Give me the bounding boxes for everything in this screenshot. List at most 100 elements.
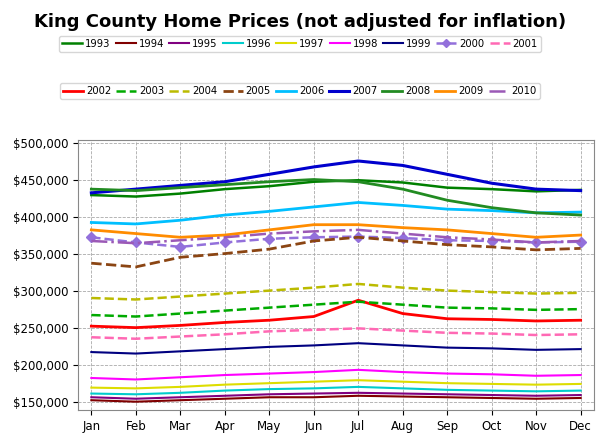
1998 (399, 369, 406, 375)
1996 (310, 386, 317, 391)
2001 (221, 332, 229, 337)
2003 (355, 299, 362, 304)
2006 (399, 203, 406, 208)
2009 (177, 235, 184, 240)
1998 (266, 371, 273, 376)
Line: 1999: 1999 (91, 343, 581, 354)
2008 (88, 187, 95, 192)
1999 (132, 351, 139, 356)
2003 (221, 308, 229, 313)
2003 (88, 313, 95, 318)
2005 (132, 264, 139, 269)
2004 (132, 297, 139, 302)
1995 (310, 391, 317, 396)
2000 (399, 235, 406, 241)
2003 (533, 307, 540, 313)
2010 (577, 238, 584, 244)
2008 (132, 188, 139, 193)
1999 (177, 349, 184, 354)
2006 (533, 210, 540, 215)
1993 (533, 189, 540, 194)
1993 (177, 191, 184, 196)
2003 (132, 314, 139, 319)
1997 (266, 381, 273, 386)
2004 (577, 290, 584, 296)
2008 (355, 179, 362, 184)
1998 (88, 375, 95, 381)
2003 (443, 305, 451, 310)
1996 (266, 386, 273, 392)
1994 (132, 399, 139, 404)
2004 (310, 285, 317, 290)
2010 (399, 231, 406, 236)
Line: 1994: 1994 (91, 396, 581, 402)
1996 (443, 387, 451, 392)
Line: 2007: 2007 (91, 161, 581, 193)
2004 (443, 288, 451, 293)
Line: 1996: 1996 (91, 387, 581, 394)
Line: 1997: 1997 (91, 380, 581, 388)
2002 (88, 324, 95, 329)
2003 (488, 306, 495, 311)
1998 (132, 377, 139, 382)
1994 (310, 395, 317, 400)
1996 (221, 388, 229, 393)
2000 (443, 238, 451, 243)
2003 (310, 302, 317, 307)
1996 (88, 391, 95, 396)
1997 (488, 382, 495, 387)
2005 (266, 246, 273, 252)
2007 (266, 172, 273, 177)
2001 (399, 328, 406, 333)
2001 (266, 329, 273, 334)
1995 (488, 392, 495, 398)
2004 (177, 294, 184, 299)
Line: 2003: 2003 (91, 302, 581, 317)
2010 (266, 231, 273, 236)
1996 (355, 384, 362, 389)
2010 (355, 227, 362, 232)
1994 (577, 395, 584, 401)
1998 (355, 367, 362, 372)
1997 (577, 382, 584, 387)
1998 (310, 369, 317, 375)
Line: 2009: 2009 (91, 225, 581, 237)
2005 (310, 238, 317, 244)
2007 (488, 181, 495, 186)
2002 (132, 325, 139, 330)
2010 (443, 235, 451, 240)
1994 (355, 393, 362, 399)
2010 (310, 229, 317, 234)
2005 (355, 235, 362, 240)
1997 (533, 382, 540, 387)
1994 (221, 396, 229, 402)
1999 (221, 347, 229, 352)
1993 (443, 185, 451, 190)
2001 (488, 331, 495, 336)
2000 (88, 235, 95, 240)
2000 (533, 240, 540, 245)
2000 (177, 244, 184, 249)
2000 (488, 238, 495, 244)
2007 (132, 187, 139, 192)
1997 (355, 378, 362, 383)
2002 (177, 323, 184, 328)
1993 (355, 177, 362, 183)
2009 (577, 232, 584, 238)
2006 (177, 218, 184, 223)
1998 (177, 375, 184, 380)
2004 (355, 281, 362, 286)
2009 (533, 235, 540, 240)
2002 (399, 311, 406, 316)
2010 (488, 237, 495, 242)
2009 (310, 222, 317, 227)
Line: 2000: 2000 (88, 233, 584, 250)
1998 (488, 371, 495, 377)
1995 (266, 392, 273, 397)
1994 (88, 398, 95, 403)
2000 (132, 240, 139, 245)
2004 (533, 291, 540, 296)
2009 (221, 232, 229, 238)
2006 (266, 209, 273, 214)
1999 (443, 345, 451, 350)
